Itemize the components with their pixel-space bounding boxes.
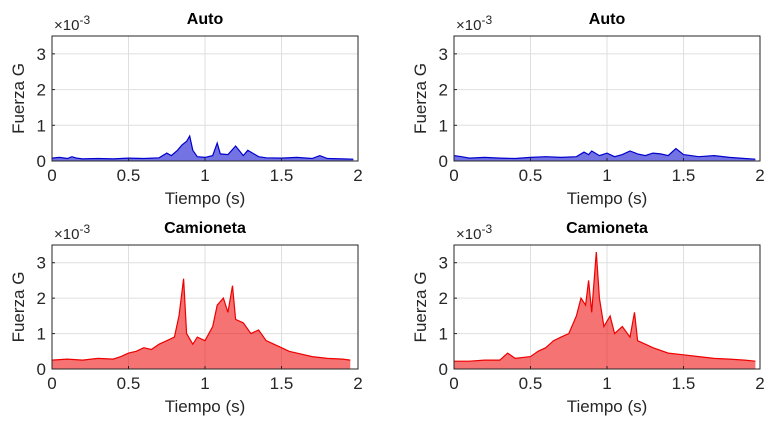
y-tick-label: 0: [37, 152, 46, 171]
x-tick-label: 2: [353, 374, 362, 393]
exponent-power: -3: [79, 222, 90, 236]
chart-panel-4: 0 0.5 1 1.5 2 0 1 2 3 ×10-3 Camioneta Tiempo (s) Fue…: [411, 220, 765, 416]
series-line: [454, 252, 756, 362]
x-tick-label: 1: [602, 374, 611, 393]
x-tick-label: 1: [200, 374, 209, 393]
x-tick-label: 1: [200, 166, 209, 185]
x-tick-label: 2: [353, 166, 362, 185]
x-tick-label: 0.5: [519, 374, 543, 393]
y-tick-label: 0: [37, 360, 46, 379]
chart-panel-1: 0 0.5 1 1.5 2 0 1 2 3 ×10-3 Auto Tiempo (s) Fuerza G: [9, 11, 363, 208]
exponent-base: ×10: [54, 226, 79, 243]
x-tick-label: 0: [449, 374, 458, 393]
series-fill: [52, 278, 351, 369]
y-axis-label: Fuerza G: [411, 272, 430, 343]
chart-title: Auto: [589, 11, 626, 28]
x-axis-label: Tiempo (s): [567, 397, 648, 416]
x-tick-label: 2: [755, 374, 764, 393]
exponent-base: ×10: [54, 17, 79, 34]
y-tick-label: 0: [439, 152, 448, 171]
x-tick-label: 0: [449, 166, 458, 185]
x-tick-label: 2: [755, 166, 764, 185]
series-line: [51, 278, 351, 361]
series-line: [453, 147, 756, 160]
exponent-base: ×10: [456, 17, 481, 34]
series-fill: [52, 136, 354, 161]
chart-panel-2: 0 0.5 1 1.5 2 0 1 2 3 ×10-3 Auto Tiempo (s) Fuerza G: [411, 11, 765, 208]
y-tick-label: 1: [37, 325, 46, 344]
x-tick-label: 0: [47, 374, 56, 393]
y-tick-label: 3: [37, 45, 46, 64]
x-tick-label: 0.5: [117, 374, 141, 393]
y-tick-label: 1: [37, 116, 46, 135]
x-tick-label: 1.5: [270, 374, 294, 393]
series-fill: [454, 252, 756, 369]
y-axis-label: Fuerza G: [411, 63, 430, 134]
y-exponent-label: ×10-3: [456, 222, 492, 243]
y-axis-label: Fuerza G: [9, 272, 28, 343]
x-tick-label: 1.5: [672, 166, 696, 185]
y-axis-label: Fuerza G: [9, 63, 28, 134]
x-tick-label: 1.5: [270, 166, 294, 185]
chart-panel-3: 0 0.5 1 1.5 2 0 1 2 3 ×10-3 Camioneta Tiempo (s) Fue…: [9, 220, 363, 416]
x-axis-label: Tiempo (s): [165, 189, 246, 208]
y-exponent-label: ×10-3: [54, 222, 90, 243]
x-tick-label: 0.5: [117, 166, 141, 185]
y-tick-label: 2: [439, 289, 448, 308]
x-axis-label: Tiempo (s): [567, 189, 648, 208]
y-tick-label: 2: [37, 81, 46, 100]
y-tick-label: 2: [37, 289, 46, 308]
x-tick-label: 1: [602, 166, 611, 185]
y-tick-label: 0: [439, 360, 448, 379]
x-axis-label: Tiempo (s): [165, 397, 246, 416]
exponent-power: -3: [79, 13, 90, 27]
y-tick-label: 1: [439, 325, 448, 344]
y-tick-label: 2: [439, 81, 448, 100]
chart-title: Auto: [187, 11, 224, 28]
exponent-power: -3: [481, 13, 492, 27]
y-tick-label: 3: [439, 45, 448, 64]
chart-title: Camioneta: [164, 220, 246, 237]
chart-title: Camioneta: [566, 220, 648, 237]
x-tick-label: 1.5: [672, 374, 696, 393]
x-tick-label: 0.5: [519, 166, 543, 185]
y-tick-label: 1: [439, 116, 448, 135]
y-tick-label: 3: [37, 254, 46, 273]
y-exponent-label: ×10-3: [456, 13, 492, 34]
exponent-power: -3: [481, 222, 492, 236]
y-exponent-label: ×10-3: [54, 13, 90, 34]
x-tick-label: 0: [47, 166, 56, 185]
exponent-base: ×10: [456, 226, 481, 243]
y-tick-label: 3: [439, 254, 448, 273]
